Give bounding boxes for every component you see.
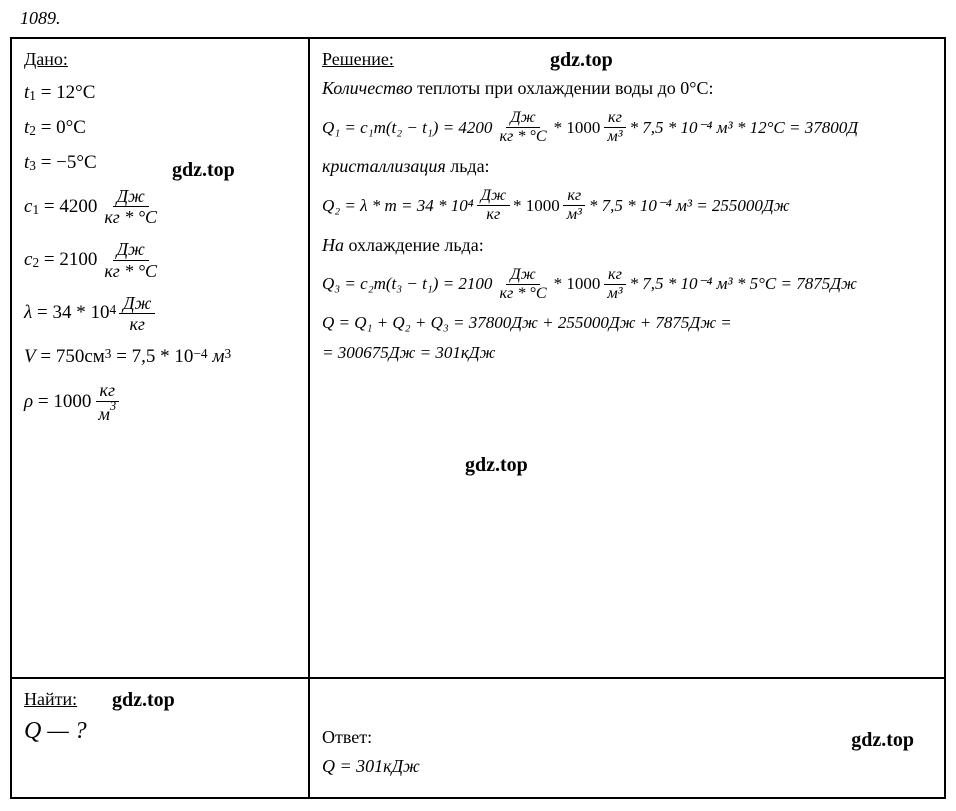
lambda-var: λ [24, 302, 32, 325]
v-unit-exp: 3 [224, 346, 231, 362]
find-label: Найти: [24, 689, 296, 710]
t3-val: −5 [56, 152, 76, 175]
q2-equation: Q₂ = λ * m = 34 * 10⁴ Дж кг * 1000 кг м³… [322, 187, 932, 224]
v-val1: 750см [56, 346, 105, 369]
t3-unit: °C [76, 152, 96, 175]
v-line: V = 750см3 = 7,5 * 10−4 м3 [24, 346, 296, 369]
q1-frac1: Дж кг * °С [495, 109, 550, 146]
q2-frac1: Дж кг [477, 187, 510, 224]
step2-italic: кристаллизация [322, 156, 446, 176]
step3-text: На охлаждение льда: [322, 235, 932, 256]
step3-italic: На [322, 235, 344, 255]
c1-line: c1 = 4200 Дж кг * °С [24, 186, 296, 227]
answer-cell: Ответ: Q = 301кДж gdz.top [309, 678, 945, 798]
t2-unit: °C [66, 117, 86, 140]
watermark-3: gdz.top [465, 454, 528, 477]
v-val2: 7,5 * 10 [132, 346, 194, 369]
c1-sub: 1 [32, 202, 39, 218]
c1-var: c [24, 196, 32, 219]
find-cell: Найти: Q — ? gdz.top [11, 678, 309, 798]
c2-line: c2 = 2100 Дж кг * °С [24, 239, 296, 280]
q2-formula: Q₂ = λ * m = 34 * 10⁴ [322, 196, 474, 216]
q3-frac1: Дж кг * °С [495, 266, 550, 303]
lambda-val: 34 * 10 [52, 302, 109, 325]
lambda-line: λ = 34 * 104 Дж кг [24, 293, 296, 334]
q1-frac2: кг м³ [603, 109, 626, 146]
answer-value: Q = 301кДж [322, 756, 932, 777]
t2-sub: 2 [29, 123, 36, 139]
t1-unit: °C [75, 82, 95, 105]
given-label: Дано: [24, 49, 296, 70]
v-var: V [24, 346, 36, 369]
v-exp2: −4 [193, 346, 207, 362]
c2-unit-num: Дж [113, 239, 149, 260]
given-cell: Дано: t1 = 12°C t2 = 0°C t3 = −5°C c1 = … [11, 38, 309, 678]
rho-var: ρ [24, 391, 33, 414]
find-expr: Q — ? [24, 718, 296, 745]
lambda-exp: 4 [109, 302, 116, 318]
t2-line: t2 = 0°C [24, 117, 296, 140]
t1-val: 12 [56, 82, 75, 105]
problem-number: 1089. [0, 0, 956, 37]
v-exp1: 3 [105, 346, 112, 362]
q3-formula: Q₃ = c₂m(t₃ − t₁) = 2100 [322, 274, 492, 294]
answer-label: Ответ: [322, 727, 932, 748]
q3-frac2: кг м³ [603, 266, 626, 303]
c2-unit-frac: Дж кг * °С [100, 239, 161, 280]
t3-line: t3 = −5°C [24, 152, 296, 175]
step3-rest: охлаждение льда: [344, 235, 484, 255]
rho-unit-frac: кг м3 [94, 380, 120, 423]
lambda-unit-den: кг [125, 314, 148, 334]
c2-var: c [24, 249, 32, 272]
q2-frac2: кг м³ [563, 187, 586, 224]
q3-end: * 7,5 * 10⁻⁴ м³ * 5°С = 7875Дж [630, 274, 857, 294]
rho-line: ρ = 1000 кг м3 [24, 380, 296, 423]
lambda-unit-num: Дж [119, 293, 155, 314]
v-unit: м [212, 346, 224, 369]
step1-text: Количество теплоты при охлаждении воды д… [322, 78, 932, 99]
step2-text: кристаллизация льда: [322, 156, 932, 177]
c2-unit-den: кг * °С [100, 261, 161, 281]
q3-equation: Q₃ = c₂m(t₃ − t₁) = 2100 Дж кг * °С * 10… [322, 266, 932, 303]
c1-unit-den: кг * °С [100, 207, 161, 227]
c1-unit-num: Дж [113, 186, 149, 207]
qsum1: Q = Q₁ + Q₂ + Q₃ = 37800Дж + 255000Дж + … [322, 313, 932, 333]
c2-sub: 2 [32, 255, 39, 271]
q3-mid: * 1000 [554, 274, 601, 294]
solution-label: Решение: [322, 49, 932, 70]
q1-end: * 7,5 * 10⁻⁴ м³ * 12°С = 37800Д [630, 118, 859, 138]
c1-val: 4200 [59, 196, 97, 219]
solution-cell: Решение: Количество теплоты при охлажден… [309, 38, 945, 678]
rho-unit-den: м3 [94, 402, 120, 424]
q2-mid: * 1000 [513, 196, 560, 216]
q1-mid: * 1000 [554, 118, 601, 138]
solution-table: Дано: t1 = 12°C t2 = 0°C t3 = −5°C c1 = … [10, 37, 946, 799]
t1-line: t1 = 12°C [24, 82, 296, 105]
q2-end: * 7,5 * 10⁻⁴ м³ = 255000Дж [589, 196, 790, 216]
qsum2: = 300675Дж = 301кДж [322, 343, 932, 363]
q1-formula: Q₁ = c₁m(t₂ − t₁) = 4200 [322, 118, 492, 138]
t2-val: 0 [56, 117, 66, 140]
step1-italic: Количество [322, 78, 413, 98]
step2-rest: льда: [446, 156, 490, 176]
step1-rest: теплоты при охлаждении воды до 0°С: [413, 78, 714, 98]
rho-val: 1000 [53, 391, 91, 414]
c1-unit-frac: Дж кг * °С [100, 186, 161, 227]
c2-val: 2100 [59, 249, 97, 272]
t3-sub: 3 [29, 158, 36, 174]
q1-equation: Q₁ = c₁m(t₂ − t₁) = 4200 Дж кг * °С * 10… [322, 109, 932, 146]
lambda-unit-frac: Дж кг [119, 293, 155, 334]
t1-sub: 1 [29, 88, 36, 104]
